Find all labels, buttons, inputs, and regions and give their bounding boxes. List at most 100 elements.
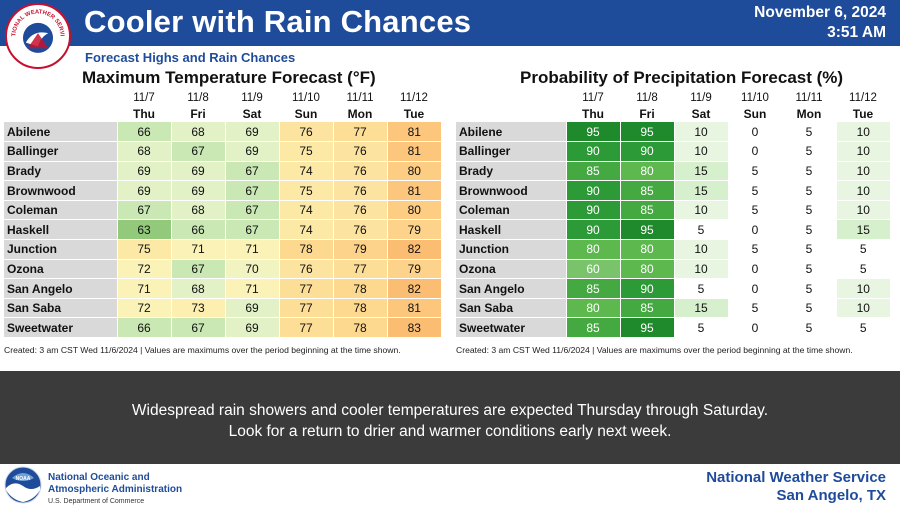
precipitation-value-cell: 5 [781,180,836,201]
precipitation-value-cell: 10 [673,122,728,143]
precipitation-value-cell: 5 [781,278,836,299]
temperature-value-cell: 67 [224,200,279,221]
temperature-value-cell: 70 [224,259,279,280]
precipitation-value-cell: 10 [835,298,890,319]
city-name: Ozona [456,259,566,280]
temperature-value-cell: 69 [224,317,279,339]
city-name: Abilene [456,122,566,143]
city-name: Brownwood [456,180,566,201]
precipitation-value-cell: 5 [835,259,890,280]
temperature-value-cell: 67 [170,141,225,162]
city-name: Abilene [4,122,117,143]
temperature-row: Haskell 63 66 67 74 76 79 [4,219,441,241]
temperature-value-cell: 68 [170,122,225,143]
temperature-value-cell: 76 [278,122,333,143]
temperature-value-cell: 78 [278,239,333,260]
temperature-row: San Angelo 71 68 71 77 78 82 [4,278,441,299]
temperature-value-cell: 69 [116,180,171,201]
precipitation-date-header: 11/11 [795,92,823,104]
precipitation-value-cell: 80 [619,259,674,280]
precipitation-value-cell: 5 [727,239,782,260]
temperature-day-header: Sun [294,107,318,121]
precipitation-value-cell: 5 [835,239,890,260]
precipitation-value-cell: 90 [565,141,620,162]
precipitation-value-cell: 5 [727,161,782,182]
precipitation-value-cell: 10 [673,200,728,221]
precipitation-value-cell: 5 [781,141,836,162]
precipitation-table: 11/7 11/8 11/9 11/10 11/11 11/12 Thu Fri Sat Sun M… [456,90,890,339]
nws-office-name: National Weather Service [706,469,886,486]
precipitation-value-cell: 85 [565,161,620,182]
temperature-value-cell: 79 [386,259,441,280]
temperature-day-header: Fri [190,107,206,121]
city-name: San Saba [456,298,566,319]
precipitation-value-cell: 5 [727,180,782,201]
precipitation-value-cell: 85 [619,298,674,319]
header-spacer [456,106,566,122]
temperature-day-header: Tue [403,107,425,121]
temperature-date-header: 11/9 [241,92,263,104]
city-name: Coleman [4,200,117,221]
temperature-value-cell: 71 [116,278,171,299]
temperature-value-cell: 78 [332,317,387,339]
temperature-value-cell: 68 [170,200,225,221]
subheader: Forecast Highs and Rain Chances [85,50,296,65]
precipitation-value-cell: 5 [781,298,836,319]
precipitation-value-cell: 95 [619,219,674,241]
noaa-logo-text: NOAA [16,476,31,482]
temperature-value-cell: 76 [332,161,387,182]
city-name: Sweetwater [4,317,117,339]
precipitation-value-cell: 95 [565,122,620,143]
temperature-value-cell: 80 [386,200,441,221]
temperature-value-cell: 69 [116,161,171,182]
temperature-value-cell: 81 [386,180,441,201]
noaa-logo-icon: NOAA [4,466,42,504]
precipitation-row: Brady 85 80 15 5 5 10 [456,161,890,182]
temperature-value-cell: 75 [278,141,333,162]
forecast-message: Widespread rain showers and cooler tempe… [0,400,900,442]
precipitation-footnote: Created: 3 am CST Wed 11/6/2024 | Values… [456,345,853,355]
temperature-value-cell: 81 [386,122,441,143]
temperature-value-cell: 68 [116,141,171,162]
temperature-value-cell: 77 [332,122,387,143]
temperature-row: Ballinger 68 67 69 75 76 81 [4,141,441,162]
city-name: Ballinger [456,141,566,162]
city-name: Haskell [4,219,117,241]
header-spacer [456,90,566,106]
temperature-date-header: 11/8 [187,92,209,104]
temperature-value-cell: 82 [386,278,441,299]
precipitation-value-cell: 15 [835,219,890,241]
precipitation-value-cell: 90 [619,278,674,299]
temperature-row: Brownwood 69 69 67 75 76 81 [4,180,441,201]
city-name: Junction [456,239,566,260]
precipitation-value-cell: 0 [727,219,782,241]
precipitation-value-cell: 80 [619,239,674,260]
temperature-date-header: 11/7 [133,92,155,104]
noaa-department: U.S. Department of Commerce [48,498,145,505]
precipitation-value-cell: 0 [727,141,782,162]
precipitation-value-cell: 95 [619,317,674,339]
precipitation-value-cell: 15 [673,180,728,201]
temperature-value-cell: 72 [116,298,171,319]
temperature-value-cell: 77 [332,259,387,280]
temperature-value-cell: 74 [278,161,333,182]
city-name: San Angelo [456,278,566,299]
temperature-row: Coleman 67 68 67 74 76 80 [4,200,441,221]
precipitation-value-cell: 5 [781,239,836,260]
precipitation-value-cell: 5 [781,200,836,221]
temperature-value-cell: 79 [332,239,387,260]
precipitation-value-cell: 10 [673,239,728,260]
temperature-value-cell: 67 [224,161,279,182]
header-bar: Cooler with Rain Chances November 6, 202… [0,0,900,46]
temperature-value-cell: 66 [116,122,171,143]
precipitation-value-cell: 5 [673,278,728,299]
city-name: Coleman [456,200,566,221]
issue-date: November 6, 2024 [754,4,886,21]
temperature-value-cell: 77 [278,317,333,339]
precipitation-value-cell: 85 [619,180,674,201]
precipitation-value-cell: 0 [727,278,782,299]
precipitation-row: Ozona 60 80 10 0 5 5 [456,259,890,280]
precipitation-row: Haskell 90 95 5 0 5 15 [456,219,890,241]
precipitation-day-header: Sun [743,107,767,121]
nws-office-location: San Angelo, TX [776,487,886,504]
